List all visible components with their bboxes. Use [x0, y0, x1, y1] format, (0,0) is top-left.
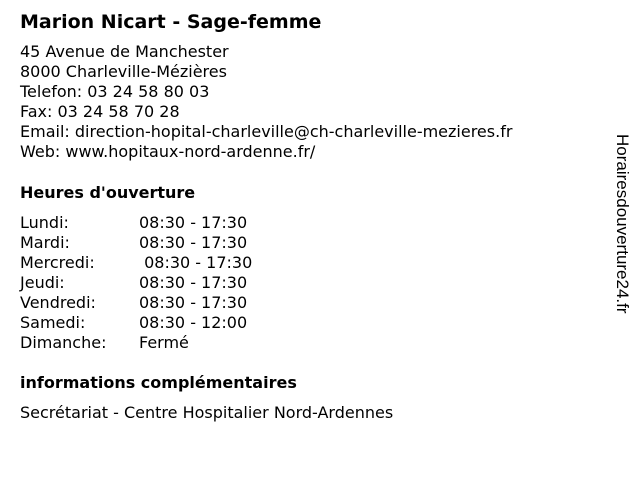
phone: Telefon: 03 24 58 80 03 — [20, 82, 210, 101]
day-label: Lundi: — [20, 213, 69, 232]
website-link[interactable]: Web: www.hopitaux-nord-ardenne.fr/ — [20, 142, 316, 161]
hours-row: Vendredi: 08:30 - 17:30 — [20, 293, 252, 313]
day-label: Mardi: — [20, 233, 70, 252]
hours-row: Jeudi: 08:30 - 17:30 — [20, 273, 252, 293]
hours-heading: Heures d'ouverture — [20, 183, 196, 202]
day-label: Samedi: — [20, 313, 86, 332]
page-title: Marion Nicart - Sage-femme — [20, 11, 322, 33]
hours-row: Mercredi: 08:30 - 17:30 — [20, 253, 252, 273]
address-city: 8000 Charleville-Mézières — [20, 62, 227, 81]
hours-value: 08:30 - 17:30 — [139, 233, 248, 252]
hours-value: Fermé — [139, 333, 189, 352]
day-label: Vendredi: — [20, 293, 96, 312]
fax: Fax: 03 24 58 70 28 — [20, 102, 180, 121]
hours-value: 08:30 - 12:00 — [139, 313, 248, 332]
hours-row: Dimanche: Fermé — [20, 333, 252, 353]
info-text: Secrétariat - Centre Hospitalier Nord-Ar… — [20, 403, 394, 422]
day-label: Mercredi: — [20, 253, 95, 272]
hours-row: Lundi: 08:30 - 17:30 — [20, 213, 252, 233]
day-label: Dimanche: — [20, 333, 107, 352]
watermark: Horairesdouverture24.fr — [613, 134, 632, 314]
day-label: Jeudi: — [20, 273, 65, 292]
contact-block: 45 Avenue de Manchester 8000 Charleville… — [20, 42, 512, 162]
hours-row: Samedi: 08:30 - 12:00 — [20, 313, 252, 333]
address-street: 45 Avenue de Manchester — [20, 42, 229, 61]
hours-value: 08:30 - 17:30 — [139, 213, 248, 232]
hours-value: 08:30 - 17:30 — [139, 273, 248, 292]
hours-row: Mardi: 08:30 - 17:30 — [20, 233, 252, 253]
hours-table: Lundi: 08:30 - 17:30 Mardi: 08:30 - 17:30 … — [20, 213, 252, 353]
hours-value: 08:30 - 17:30 — [139, 293, 248, 312]
email[interactable]: Email: direction-hopital-charleville@ch-… — [20, 122, 513, 141]
hours-value: 08:30 - 17:30 — [139, 253, 253, 272]
info-heading: informations complémentaires — [20, 373, 297, 392]
